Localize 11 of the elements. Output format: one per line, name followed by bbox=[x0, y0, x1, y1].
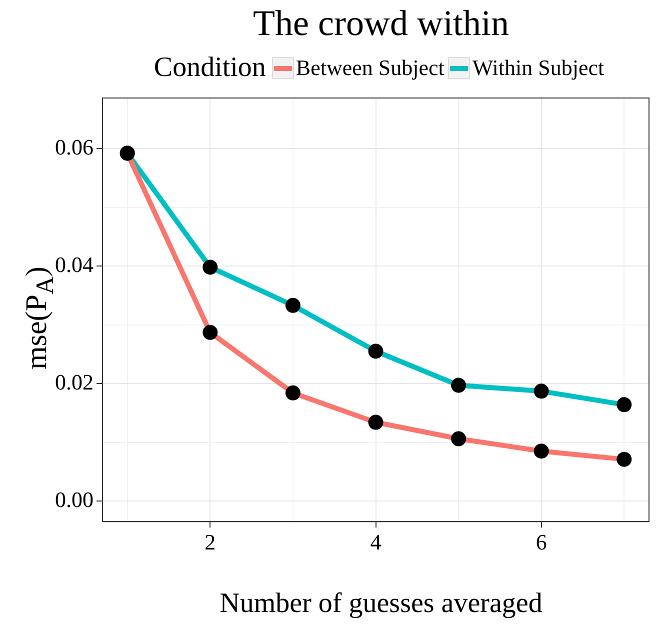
y-tick-label: 0.06 bbox=[55, 134, 94, 160]
x-tick-label: 4 bbox=[370, 530, 382, 555]
y-tick-label: 0.00 bbox=[55, 486, 94, 512]
legend-title: Condition bbox=[154, 52, 266, 84]
legend-label: Within Subject bbox=[472, 55, 604, 81]
x-tick-label: 6 bbox=[536, 530, 547, 555]
x-tick-label: 2 bbox=[204, 530, 216, 555]
legend-label: Between Subject bbox=[296, 55, 444, 81]
y-tick-label: 0.02 bbox=[55, 369, 94, 394]
x-axis-title: Number of guesses averaged bbox=[218, 588, 544, 620]
chart-title: The crowd within bbox=[252, 2, 510, 44]
